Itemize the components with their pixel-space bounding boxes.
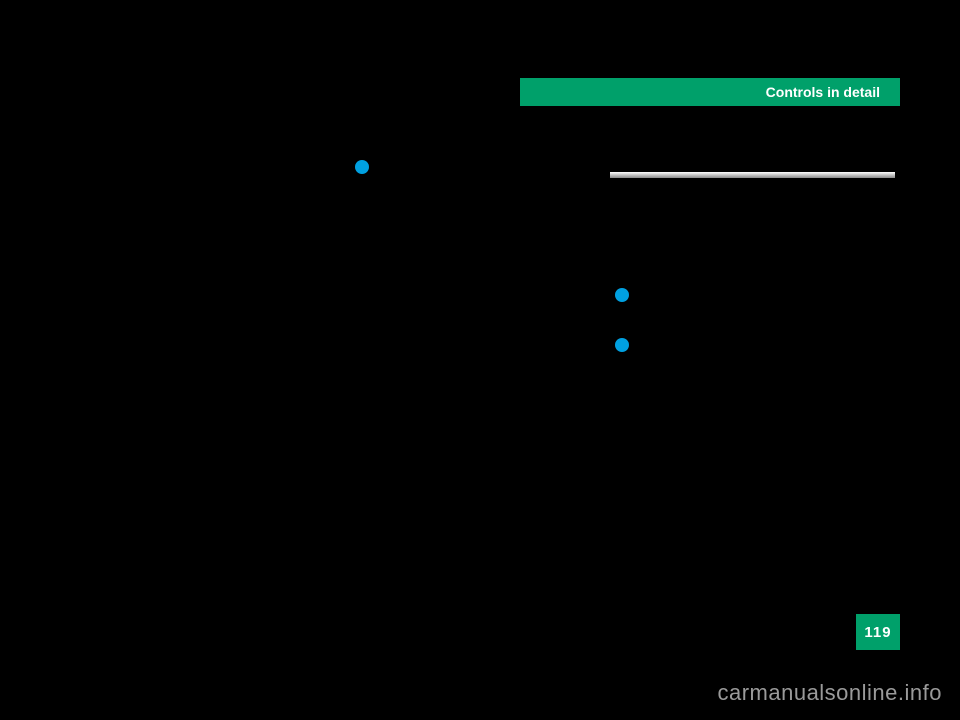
page-number: 119 [864, 624, 891, 641]
list-item [615, 338, 895, 352]
watermark-text: carmanualsonline.info [717, 680, 942, 706]
section-header-title: Controls in detail [766, 84, 880, 100]
page-number-badge: 119 [856, 614, 900, 650]
column-1 [355, 160, 575, 174]
list-item [615, 288, 895, 302]
bullet-icon [615, 338, 629, 352]
section-divider [610, 172, 895, 178]
list-item [355, 160, 575, 174]
section-header-bar: Controls in detail [520, 78, 900, 106]
column-2 [615, 288, 895, 352]
bullet-icon [615, 288, 629, 302]
bullet-icon [355, 160, 369, 174]
